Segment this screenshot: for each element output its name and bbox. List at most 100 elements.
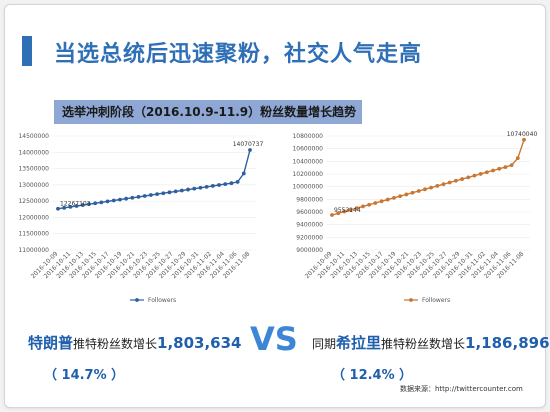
infographic-card (4, 4, 546, 408)
clinton-data-point (404, 192, 409, 197)
vs-label: VS (250, 320, 298, 358)
trump-data-point (241, 171, 246, 176)
trump-y-tick-label: 13500000 (18, 166, 49, 173)
clinton-data-point (361, 204, 365, 209)
trump-data-point (173, 189, 178, 194)
clinton-data-point (435, 184, 440, 188)
clinton-data-point (410, 190, 415, 195)
clinton-pct: （ 12.4% ） (332, 368, 413, 383)
clinton-data-point (373, 201, 378, 205)
clinton-y-tick-label: 10600000 (292, 146, 323, 153)
clinton-stat: 同期希拉里推特粉丝数增长1,186,896 (312, 332, 550, 353)
data-source: 数据来源：http://twittercounter.com (400, 385, 523, 393)
clinton-legend-marker (409, 298, 413, 302)
trump-stat-label: 推特粉丝数增长 (73, 337, 158, 351)
clinton-followers-chart: 9000000 9200000 9400000 9600000 9800000 10000… (292, 131, 538, 304)
clinton-y-tick-label: 9800000 (296, 196, 323, 203)
trump-data-point (99, 200, 104, 205)
clinton-data-point (385, 197, 390, 202)
clinton-data-point (503, 165, 508, 169)
clinton-growth: 1,186,896 (465, 334, 550, 352)
trump-data-point (217, 183, 221, 187)
clinton-data-label: 10740040 (507, 131, 538, 138)
clinton-prefix: 同期 (312, 337, 337, 351)
headline: 当选总统后迅速聚粉，社交人气走高 (54, 42, 423, 67)
title-accent-bar (22, 36, 32, 66)
trump-y-tick-label: 12500000 (18, 198, 49, 205)
trump-legend-marker (135, 298, 139, 302)
trump-data-point (248, 148, 252, 152)
trump-data-point (167, 190, 172, 195)
trump-growth: 1,803,634 (157, 334, 242, 352)
clinton-data-point (429, 185, 433, 190)
trump-data-point (130, 195, 135, 200)
clinton-data-point (484, 170, 489, 175)
trump-data-point (62, 205, 67, 210)
trump-data-point (155, 192, 159, 197)
trump-data-point (74, 204, 79, 208)
trump-legend-label: Followers (148, 297, 176, 304)
clinton-y-tick-label: 10200000 (292, 171, 323, 178)
clinton-y-tick-label: 9600000 (296, 209, 323, 216)
trump-data-point (56, 206, 60, 211)
trump-data-point (235, 180, 240, 184)
trump-data-point (118, 197, 122, 202)
clinton-data-point (497, 166, 502, 171)
trump-data-point (68, 205, 73, 209)
clinton-y-tick-label: 9000000 (296, 247, 323, 254)
clinton-data-point (348, 207, 353, 212)
trump-data-point (186, 187, 190, 192)
clinton-stat-label: 推特粉丝数增长 (381, 337, 466, 351)
clinton-y-tick-label: 10800000 (292, 133, 323, 140)
clinton-data-point (478, 172, 483, 176)
trump-data-point (149, 193, 153, 197)
clinton-data-point (472, 173, 477, 178)
trump-data-point (93, 201, 98, 206)
clinton-data-point (330, 213, 334, 217)
trump-data-point (198, 185, 203, 190)
trump-stat: 特朗普推特粉丝数增长1,803,634 (28, 332, 242, 353)
clinton-data-point (515, 156, 520, 161)
trump-y-tick-label: 14500000 (18, 133, 49, 140)
clinton-data-point (342, 209, 347, 214)
trump-name: 特朗普 (28, 334, 74, 352)
clinton-data-point (423, 187, 427, 192)
trump-data-point (223, 182, 228, 187)
clinton-data-point (441, 182, 446, 187)
clinton-data-point (336, 211, 341, 216)
clinton-data-point (379, 199, 384, 204)
trump-data-point (192, 186, 197, 191)
trump-y-tick-label: 14000000 (18, 149, 49, 156)
clinton-y-tick-label: 10000000 (292, 184, 323, 191)
trump-data-point (80, 203, 85, 207)
trump-data-point (87, 202, 91, 207)
trump-data-point (142, 194, 147, 198)
trump-y-tick-label: 13000000 (18, 182, 49, 189)
trump-data-point (204, 184, 209, 189)
clinton-data-point (392, 195, 396, 200)
trump-data-point (179, 188, 184, 193)
trump-data-point (229, 181, 234, 186)
clinton-data-point (453, 178, 458, 183)
clinton-data-point (416, 189, 421, 193)
trump-data-point (136, 194, 141, 199)
clinton-data-point (460, 177, 464, 181)
trump-y-tick-label: 11500000 (18, 231, 49, 238)
clinton-data-point (447, 180, 452, 185)
clinton-data-point (466, 175, 471, 180)
trump-data-point (105, 199, 110, 204)
clinton-data-point (522, 137, 526, 142)
clinton-legend-label: Followers (422, 297, 450, 304)
clinton-y-tick-label: 10400000 (292, 158, 323, 165)
trump-followers-chart: 11000000 11500000 12000000 12500000 13000000… (18, 133, 263, 304)
trump-y-tick-label: 11000000 (18, 247, 49, 254)
chart-subtitle: 选举冲刺阶段（2016.10.9-11.9）粉丝数量增长趋势 (54, 100, 362, 124)
clinton-y-tick-label: 9400000 (296, 222, 323, 229)
clinton-data-label: 9553144 (334, 207, 361, 214)
clinton-data-point (398, 194, 403, 199)
clinton-data-point (367, 202, 372, 207)
clinton-data-point (354, 206, 359, 211)
trump-data-point (124, 196, 129, 201)
clinton-data-point (509, 163, 514, 168)
clinton-name: 希拉里 (336, 334, 382, 352)
